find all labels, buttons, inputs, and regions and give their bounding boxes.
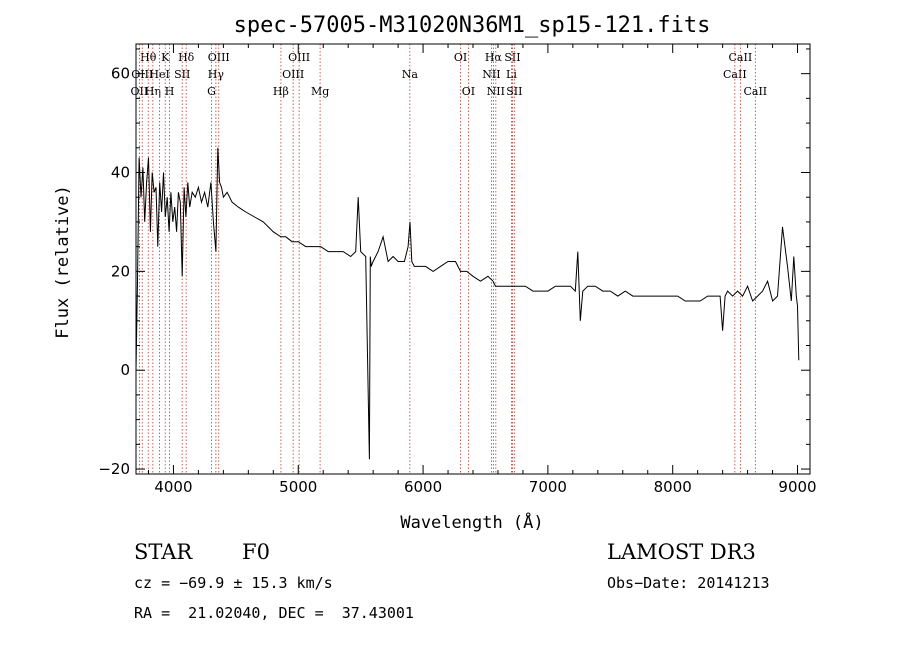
x-tick-label: 6000 [404, 478, 442, 496]
coordinates-readout: RA = 21.02040, DEC = 37.43001 [134, 604, 414, 622]
x-axis-label: Wavelength (Å) [400, 511, 543, 533]
spectral-line-label: CaII [723, 68, 747, 81]
x-tick-label: 7000 [529, 478, 567, 496]
spectral-line-label: CaII [729, 51, 753, 64]
series-layer [135, 147, 800, 460]
spectral-line-label: Hη [145, 85, 161, 98]
spectral-line-label: G [207, 85, 216, 98]
y-tick-label: 20 [111, 262, 130, 280]
spectral-line-label: H [165, 85, 175, 98]
spectral-line-label: OIII [131, 68, 153, 81]
spectral-line-label: Hα [485, 51, 503, 64]
y-tick-label: 40 [111, 164, 130, 182]
spectral-line-label: Mg [311, 85, 329, 98]
spectral-line-label: HeI [149, 68, 169, 81]
spectral-line-label: OI [454, 51, 467, 64]
y-tick-label: 0 [120, 361, 130, 379]
spectral-line-label: SII [506, 85, 522, 98]
spectral-line-label: SII [504, 51, 520, 64]
spectral-line-label: OII [131, 85, 149, 98]
spectral-line-label: OI [462, 85, 475, 98]
x-tick-label: 5000 [279, 478, 317, 496]
x-tick-label: 8000 [654, 478, 692, 496]
spectral-line-label: NII [487, 85, 505, 98]
spectral-line-label: Na [402, 68, 419, 81]
plot-frame [135, 43, 811, 475]
x-tick-label: 9000 [778, 478, 816, 496]
flux-series-line [135, 147, 800, 460]
spectral-line-label: K [161, 51, 170, 64]
axes-layer: 4000 5000 6000 7000 8000 9000 −20 0 20 40 60 [98, 44, 817, 496]
spectral-line-label: OIII [282, 68, 304, 81]
spectral-line-label: OIII [208, 51, 230, 64]
spectral-lines-layer: Hθ OII OIII Hη HeI K H SII Hδ G Hγ OIII Hβ OIII OIII Mg… [131, 44, 767, 474]
spectral-line-label: NII [482, 68, 500, 81]
spectral-line-label: SII [174, 68, 190, 81]
redshift-readout: cz = −69.9 ± 15.3 km/s [134, 574, 333, 592]
spectral-line-label: Hγ [208, 68, 225, 81]
object-subclass: F0 [242, 540, 270, 564]
x-tick-label: 4000 [154, 478, 192, 496]
spectral-line-label: CaII [743, 85, 767, 98]
spectral-line-label: Li [506, 68, 517, 81]
y-tick-label: 60 [111, 65, 130, 83]
spectral-line-label: Hθ [140, 51, 157, 64]
observation-date: Obs−Date: 20141213 [607, 574, 770, 592]
y-tick-label: −20 [98, 460, 130, 478]
survey-name: LAMOST DR3 [607, 540, 756, 564]
y-axis-label: Flux (relative) [53, 185, 73, 339]
spectral-line-label: OIII [288, 51, 310, 64]
chart-title: spec-57005-M31020N36M1_sp15-121.fits [234, 13, 711, 38]
object-class: STAR [134, 540, 193, 564]
spectral-line-label: Hβ [273, 85, 289, 98]
spectral-line-label: Hδ [178, 51, 195, 64]
